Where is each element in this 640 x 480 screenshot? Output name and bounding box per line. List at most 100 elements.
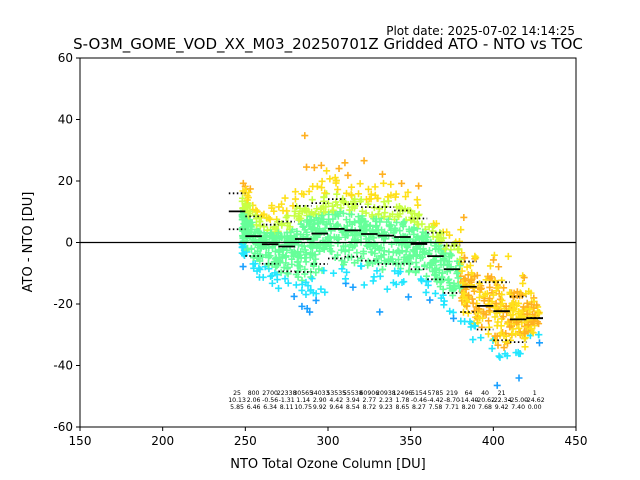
scatter-point [335,165,343,173]
scatter-point [387,180,395,188]
scatter-point [387,255,395,263]
scatter-point [325,210,333,218]
bin-sd-label: 9.64 [329,404,343,411]
bin-mean-label: 3.94 [346,397,360,404]
scatter-point [357,262,365,270]
scatter-point [251,211,259,219]
scatter-point [305,222,313,230]
scatter-point [380,213,388,221]
scatter-point [262,251,270,259]
scatter-point [306,254,314,262]
scatter-point [364,200,372,208]
scatter-point [239,187,247,195]
scatter-point [358,207,366,215]
scatter-point [395,202,403,210]
scatter-point [515,374,523,382]
bin-mean-label: 2.77 [362,397,376,404]
scatter-point [495,263,503,271]
scatter-point [330,233,338,241]
scatter-point [351,195,359,203]
scatter-point [368,211,376,219]
scatter-point [296,251,304,259]
scatter-point [363,242,371,250]
y-tick-label: 40 [58,113,73,127]
scatter-point [445,253,453,261]
scatter-point [410,224,418,232]
scatter-point [485,317,493,325]
scatter-point [305,187,313,195]
scatter-point [320,267,328,275]
scatter-point [456,284,464,292]
bin-count-label: 21 [498,390,506,397]
bin-mean-label: 2.06 [247,397,261,404]
scatter-point [393,218,401,226]
scatter-point [533,301,541,309]
scatter-point [477,334,485,342]
scatter-point [467,323,475,331]
scatter-point [309,220,317,228]
scatter-point [534,307,542,315]
scatter-point [373,267,381,275]
scatter-point [301,265,309,273]
scatter-point [255,218,263,226]
scatter-point [360,281,368,289]
scatter-point [481,290,489,298]
scatter-point [409,246,417,254]
scatter-point [281,275,289,283]
scatter-point [465,291,473,299]
scatter-point [272,223,280,231]
scatter-point [480,297,488,305]
scatter-point [287,248,295,256]
bin-mean-label: -14.40 [459,397,479,404]
scatter-point [378,170,386,178]
scatter-point [291,195,299,203]
scatter-point [282,253,290,261]
x-axis-label: NTO Total Ozone Column [DU] [230,457,426,472]
scatter-point [306,212,314,220]
scatter-point [377,243,385,251]
scatter-point [411,210,419,218]
scatter-point [504,252,512,260]
scatter-point [471,252,479,260]
bin-mean-label: -25.00 [508,397,528,404]
scatter-point [287,228,295,236]
scatter-point [456,255,464,263]
scatter-point [369,226,377,234]
scatter-point [477,285,485,293]
scatter-point [350,204,358,212]
scatter-point [376,308,384,316]
x-tick-label: 300 [317,434,340,448]
scatter-point [405,268,413,276]
scatter-point [399,222,407,230]
y-tick-label: 20 [58,174,73,188]
scatter-point [329,206,337,214]
scatter-point [408,214,416,222]
bin-statistics [228,192,543,344]
scatter-point [386,212,394,220]
scatter-point [431,271,439,279]
scatter-point [500,284,508,292]
scatter-point [398,247,406,255]
scatter-point [268,202,276,210]
scatter-point [281,232,289,240]
scatter-point [341,275,349,283]
scatter-point [432,245,440,253]
scatter-point [513,288,521,296]
scatter-point [259,273,267,281]
scatter-point [317,285,325,293]
y-tick-label: -40 [53,359,73,373]
scatter-point [342,216,350,224]
bin-sd-label: 6.34 [263,404,277,411]
scatter-point [321,288,329,296]
scatter-point [239,227,247,235]
scatter-point [251,228,259,236]
scatter-point [412,259,420,267]
scatter-point [510,305,518,313]
scatter-point [418,248,426,256]
scatter-point [489,256,497,264]
scatter-point [318,177,326,185]
scatter-point [454,246,462,254]
scatter-point [266,215,274,223]
scatter-point [266,252,274,260]
